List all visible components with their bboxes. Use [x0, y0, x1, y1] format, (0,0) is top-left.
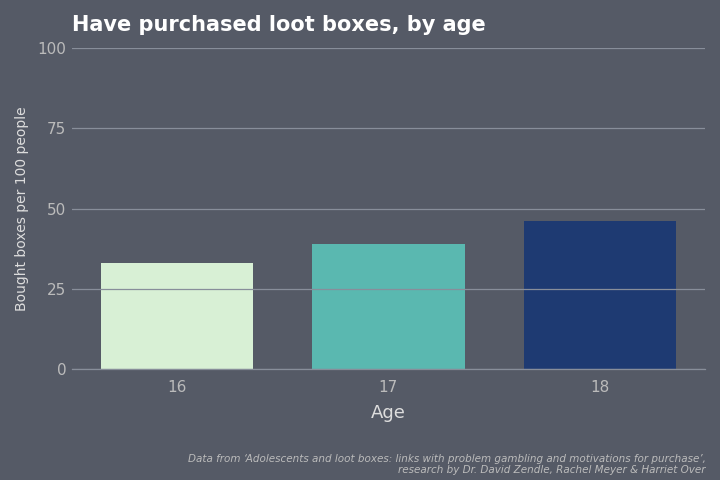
- Bar: [524, 221, 676, 369]
- Text: Have purchased loot boxes, by age: Have purchased loot boxes, by age: [72, 15, 485, 35]
- Bar: [101, 263, 253, 369]
- X-axis label: Age: Age: [371, 404, 406, 422]
- Bar: [312, 244, 464, 369]
- Text: Data from ‘Adolescents and loot boxes: links with problem gambling and motivatio: Data from ‘Adolescents and loot boxes: l…: [188, 454, 706, 475]
- Y-axis label: Bought boxes per 100 people: Bought boxes per 100 people: [15, 106, 29, 311]
